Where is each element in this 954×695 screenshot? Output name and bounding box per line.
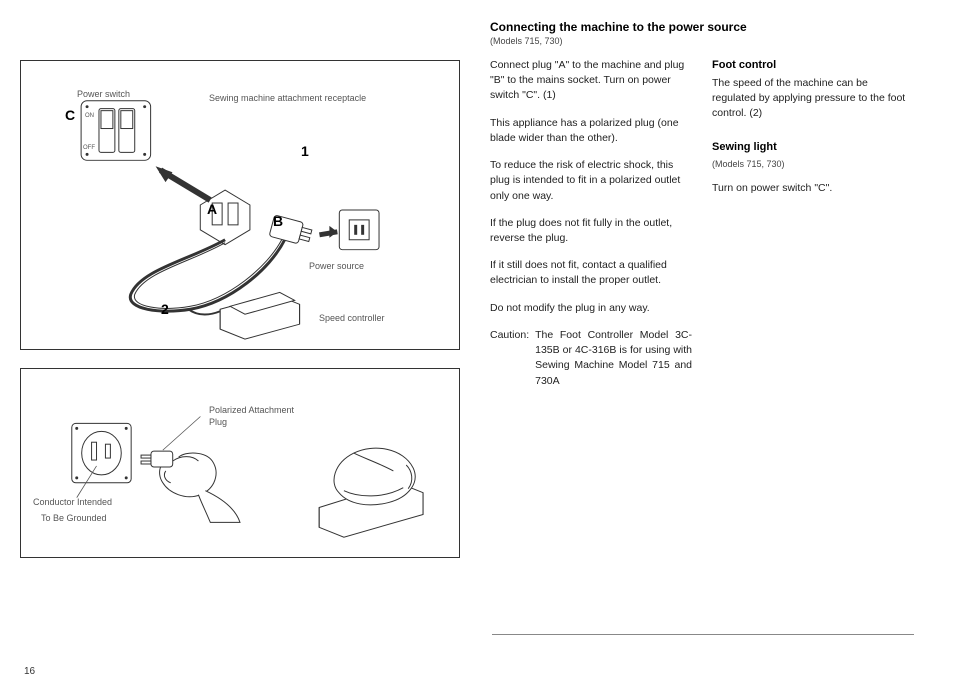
label-A: A xyxy=(207,201,217,217)
caution-block: Caution: The Foot Controller Model 3C-13… xyxy=(490,328,692,389)
figures-column: Power switch Sewing machine attachment r… xyxy=(20,20,460,640)
label-power-source: Power source xyxy=(309,261,364,271)
label-B: B xyxy=(273,213,283,229)
label-on: ON xyxy=(85,113,94,119)
label-2: 2 xyxy=(161,301,169,317)
label-off: OFF xyxy=(83,145,95,151)
page-subtitle: (Models 715, 730) xyxy=(490,36,914,46)
text-column: Connecting the machine to the power sour… xyxy=(490,20,914,640)
para-1: Connect plug "A" to the machine and plug… xyxy=(490,58,692,104)
para-6: Do not modify the plug in any way. xyxy=(490,301,692,316)
label-receptacle-l1: Sewing machine attachment receptacle xyxy=(209,93,366,103)
figure-1-svg xyxy=(21,61,459,349)
sewing-light-sub: (Models 715, 730) xyxy=(712,158,914,171)
figure-2: Polarized Attachment Plug Conductor Inte… xyxy=(20,368,460,558)
label-grounded-l1: Conductor Intended xyxy=(33,497,112,507)
label-1: 1 xyxy=(301,143,309,159)
label-polarized-l1: Polarized Attachment xyxy=(209,405,294,415)
body-columns: Connect plug "A" to the machine and plug… xyxy=(490,58,914,389)
para-5: If it still does not fit, contact a qual… xyxy=(490,258,692,288)
body-col-1: Connect plug "A" to the machine and plug… xyxy=(490,58,692,389)
sewing-light-body: Turn on power switch "C". xyxy=(712,181,914,196)
foot-control-heading: Foot control xyxy=(712,58,914,74)
manual-page: Power switch Sewing machine attachment r… xyxy=(20,20,914,640)
body-col-2: Foot control The speed of the machine ca… xyxy=(712,58,914,389)
page-title: Connecting the machine to the power sour… xyxy=(490,20,914,34)
foot-control-body: The speed of the machine can be regulate… xyxy=(712,76,914,122)
figure-1: Power switch Sewing machine attachment r… xyxy=(20,60,460,350)
bottom-rule xyxy=(492,634,914,635)
caution-label: Caution: xyxy=(490,328,529,389)
label-polarized-l2: Plug xyxy=(209,417,227,427)
para-2: This appliance has a polarized plug (one… xyxy=(490,116,692,146)
page-number: 16 xyxy=(24,666,35,677)
label-C: C xyxy=(65,107,75,123)
label-speed-controller: Speed controller xyxy=(319,313,385,323)
para-4: If the plug does not fit fully in the ou… xyxy=(490,216,692,246)
label-grounded-l2: To Be Grounded xyxy=(41,513,107,523)
sewing-light-heading: Sewing light xyxy=(712,140,914,156)
caution-body: The Foot Controller Model 3C-135B or 4C-… xyxy=(535,328,692,389)
figure-2-svg xyxy=(21,369,459,557)
para-3: To reduce the risk of electric shock, th… xyxy=(490,158,692,204)
label-power-switch: Power switch xyxy=(77,89,130,99)
